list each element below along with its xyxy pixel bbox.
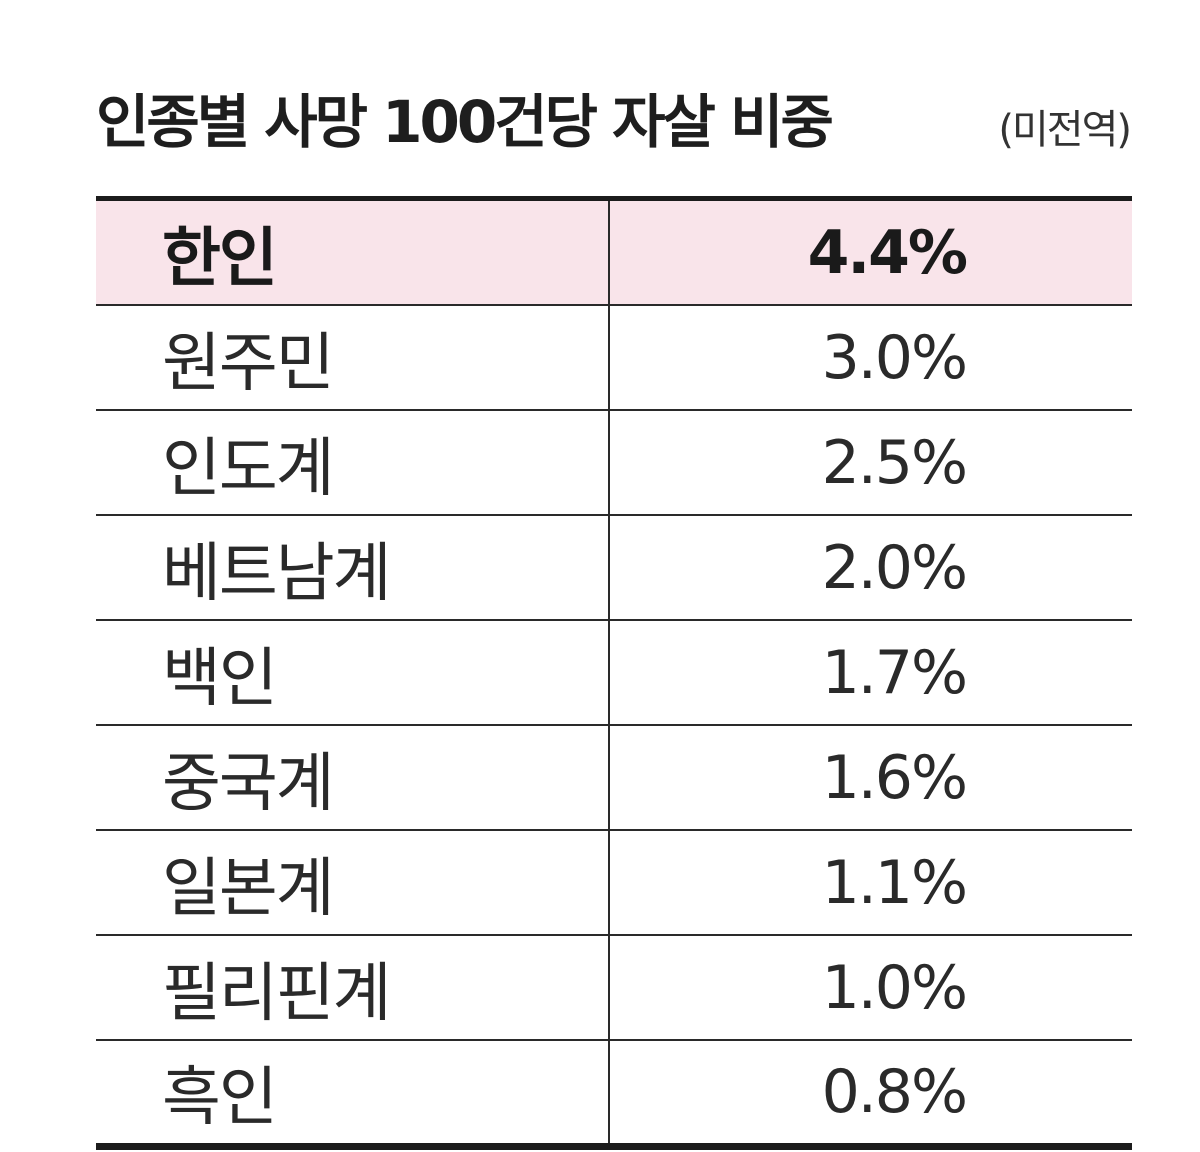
row-label: 원주민 — [96, 306, 610, 409]
row-value: 1.6% — [821, 742, 968, 813]
table-row: 인도계 2.5% — [96, 411, 1132, 516]
row-value: 1.7% — [821, 637, 968, 708]
row-value: 1.0% — [821, 952, 968, 1023]
table-row: 백인 1.7% — [96, 621, 1132, 726]
row-label: 한인 — [96, 201, 610, 304]
row-value: 1.1% — [821, 847, 968, 918]
table-row: 일본계 1.1% — [96, 831, 1132, 936]
row-label: 백인 — [96, 621, 610, 724]
row-label: 중국계 — [96, 726, 610, 829]
table-row: 중국계 1.6% — [96, 726, 1132, 831]
row-value: 2.0% — [821, 532, 968, 603]
table-row: 원주민 3.0% — [96, 306, 1132, 411]
table-row: 필리핀계 1.0% — [96, 936, 1132, 1041]
data-table: 한인 4.4% 원주민 3.0% 인도계 2.5% 베트남계 2.0% 백인 1.7% 중국계 1.6… — [96, 196, 1132, 1150]
table-row: 베트남계 2.0% — [96, 516, 1132, 621]
row-value: 2.5% — [821, 427, 968, 498]
row-label: 베트남계 — [96, 516, 610, 619]
table-row: 흑인 0.8% — [96, 1041, 1132, 1143]
row-label: 일본계 — [96, 831, 610, 934]
chart-subtitle: (미전역) — [998, 107, 1132, 153]
table-row: 한인 4.4% — [96, 201, 1132, 306]
row-label: 인도계 — [96, 411, 610, 514]
row-value: 0.8% — [821, 1057, 968, 1127]
row-value: 3.0% — [821, 322, 968, 393]
chart-title: 인종별 사망 100건당 자살 비중 — [96, 88, 834, 156]
row-value: 4.4% — [807, 217, 968, 288]
row-label: 흑인 — [96, 1041, 610, 1143]
row-label: 필리핀계 — [96, 936, 610, 1039]
